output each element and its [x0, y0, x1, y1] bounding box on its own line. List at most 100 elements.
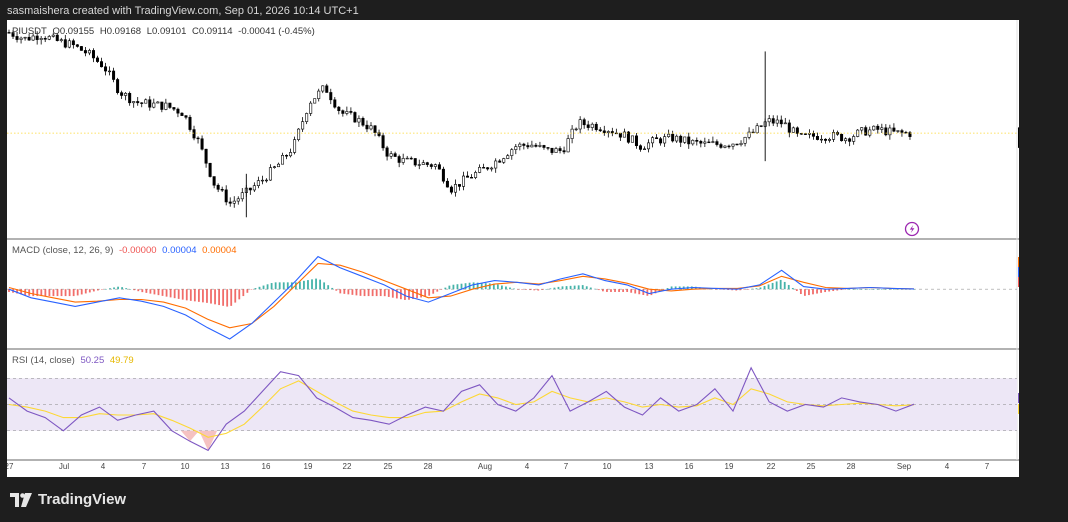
price-candle[interactable]: [482, 163, 486, 169]
price-candle[interactable]: [466, 171, 470, 178]
price-candle[interactable]: [699, 139, 703, 148]
macd-hist-bar[interactable]: [76, 289, 79, 296]
price-candle[interactable]: [309, 101, 313, 117]
price-candle[interactable]: [333, 97, 337, 109]
macd-hist-bar[interactable]: [905, 289, 907, 290]
price-candle[interactable]: [687, 132, 691, 149]
rsi-line[interactable]: [8, 366, 915, 452]
price-candle[interactable]: [361, 116, 365, 127]
macd-hist-bar[interactable]: [836, 289, 839, 291]
price-candle[interactable]: [429, 163, 433, 170]
macd-hist-bar[interactable]: [72, 289, 75, 297]
macd-hist-bar[interactable]: [319, 279, 321, 290]
macd-hist-bar[interactable]: [513, 288, 515, 290]
price-candle[interactable]: [317, 88, 321, 102]
price-candle[interactable]: [212, 176, 216, 189]
macd-hist-bar[interactable]: [395, 289, 398, 299]
price-candle[interactable]: [888, 124, 892, 140]
price-candle[interactable]: [510, 148, 514, 160]
price-candle[interactable]: [144, 98, 148, 104]
time-axis-tick-8[interactable]: 22: [343, 462, 352, 471]
macd-hist-bar[interactable]: [36, 289, 39, 297]
price-candle[interactable]: [305, 112, 309, 125]
price-candle[interactable]: [252, 182, 256, 192]
macd-hist-bar[interactable]: [84, 289, 87, 294]
macd-hist-bar[interactable]: [791, 287, 794, 290]
price-candle[interactable]: [11, 30, 15, 39]
macd-hist-bar[interactable]: [505, 286, 507, 290]
macd-hist-bar[interactable]: [808, 289, 810, 296]
macd-hist-bar[interactable]: [218, 289, 220, 306]
macd-hist-bar[interactable]: [739, 289, 742, 291]
macd-hist-bar[interactable]: [496, 284, 499, 290]
price-candle[interactable]: [87, 48, 91, 56]
price-candle[interactable]: [667, 129, 671, 138]
price-candle[interactable]: [679, 134, 683, 148]
macd-hist-bar[interactable]: [278, 282, 281, 290]
price-candle[interactable]: [570, 125, 574, 144]
price-candle[interactable]: [140, 102, 144, 108]
price-candle[interactable]: [83, 47, 87, 57]
price-candle[interactable]: [522, 142, 526, 150]
macd-hist-bar[interactable]: [60, 289, 63, 297]
price-candle[interactable]: [526, 142, 530, 150]
macd-hist-bar[interactable]: [274, 282, 277, 290]
macd-hist-bar[interactable]: [177, 289, 180, 299]
price-candle[interactable]: [824, 138, 828, 144]
price-candle[interactable]: [578, 116, 582, 134]
price-candle[interactable]: [598, 127, 602, 133]
macd-hist-bar[interactable]: [642, 289, 645, 295]
macd-hist-bar[interactable]: [117, 286, 119, 290]
price-candle[interactable]: [381, 132, 385, 151]
price-candle[interactable]: [216, 183, 220, 193]
macd-hist-bar[interactable]: [719, 289, 721, 290]
time-axis-tick-19[interactable]: 25: [807, 462, 816, 471]
macd-hist-bar[interactable]: [56, 289, 59, 297]
macd-hist-bar[interactable]: [852, 289, 855, 290]
macd-hist-bar[interactable]: [298, 281, 301, 290]
macd-hist-bar[interactable]: [618, 289, 620, 292]
price-candle[interactable]: [486, 167, 490, 171]
price-candle[interactable]: [236, 196, 240, 205]
macd-hist-bar[interactable]: [68, 289, 71, 297]
price-candle[interactable]: [494, 158, 498, 173]
time-axis-tick-2[interactable]: 4: [101, 462, 106, 471]
macd-hist-bar[interactable]: [161, 289, 164, 296]
macd-hist-bar[interactable]: [783, 281, 786, 290]
macd-hist-bar[interactable]: [444, 287, 447, 290]
price-candle[interactable]: [606, 130, 610, 138]
time-axis-tick-1[interactable]: Jul: [59, 462, 69, 471]
price-candle[interactable]: [341, 109, 345, 117]
macd-hist-bar[interactable]: [363, 289, 366, 297]
macd-hist-bar[interactable]: [662, 289, 665, 290]
macd-hist-bar[interactable]: [165, 289, 168, 297]
macd-hist-bar[interactable]: [654, 289, 657, 294]
price-candle[interactable]: [43, 36, 47, 43]
macd-value-badge[interactable]: 0.00004: [1018, 267, 1019, 277]
macd-hist-bar[interactable]: [565, 286, 568, 290]
macd-hist-bar[interactable]: [670, 286, 673, 290]
price-candle[interactable]: [490, 166, 494, 172]
macd-hist-bar[interactable]: [541, 289, 544, 290]
price-candle[interactable]: [71, 38, 75, 49]
price-candle[interactable]: [630, 135, 634, 143]
price-candle[interactable]: [160, 101, 164, 113]
price-candle[interactable]: [590, 122, 594, 131]
price-candle[interactable]: [457, 184, 461, 191]
time-axis-tick-10[interactable]: 28: [424, 462, 433, 471]
price-candle[interactable]: [844, 137, 848, 144]
price-candle[interactable]: [51, 32, 55, 38]
price-candle[interactable]: [655, 134, 659, 140]
macd-hist-bar[interactable]: [606, 289, 608, 292]
macd-hist-bar[interactable]: [157, 289, 160, 296]
macd-hist-bar[interactable]: [101, 289, 103, 290]
macd-hist-bar[interactable]: [290, 282, 293, 290]
price-candle[interactable]: [602, 125, 606, 136]
price-candle[interactable]: [683, 136, 687, 144]
price-candle[interactable]: [506, 153, 510, 160]
price-candle[interactable]: [112, 67, 116, 83]
price-candle[interactable]: [626, 131, 630, 144]
time-axis-tick-14[interactable]: 10: [603, 462, 612, 471]
macd-hist-bar[interactable]: [755, 288, 758, 290]
